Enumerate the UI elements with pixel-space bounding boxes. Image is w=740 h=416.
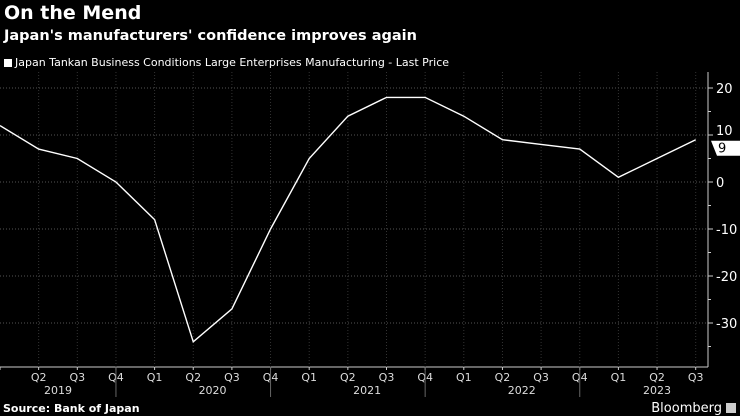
x-tick-label: Q1 (611, 371, 627, 384)
bloomberg-icon (726, 403, 736, 413)
x-tick-label: Q3 (533, 371, 549, 384)
x-tick-label: Q2 (185, 371, 201, 384)
y-tick-label: 10 (716, 124, 733, 139)
bloomberg-logo: Bloomberg (651, 401, 722, 416)
x-tick-label: Q3 (688, 371, 704, 384)
x-tick-label: Q2 (340, 371, 356, 384)
x-tick-label: Q1 (147, 371, 163, 384)
year-label: 2019 (44, 384, 72, 397)
source-note: Source: Bank of Japan (3, 402, 140, 415)
last-value-label: 9 (718, 142, 726, 157)
x-tick-label: Q1 (456, 371, 472, 384)
x-tick-label: Q3 (224, 371, 240, 384)
x-tick-label: Q1 (301, 371, 317, 384)
y-tick-label: -20 (716, 270, 737, 285)
year-label: 2021 (353, 384, 381, 397)
x-tick-label: Q2 (495, 371, 511, 384)
legend-swatch (4, 58, 12, 67)
y-tick-label: 0 (716, 176, 724, 191)
chart-subtitle: Japan's manufacturers' confidence improv… (4, 28, 417, 44)
y-tick-label: -30 (716, 317, 737, 332)
x-tick-label: Q3 (379, 371, 395, 384)
legend-label: Japan Tankan Business Conditions Large E… (15, 56, 450, 69)
legend: Japan Tankan Business Conditions Large E… (4, 56, 449, 69)
x-tick-label: Q3 (69, 371, 85, 384)
x-tick-label: Q2 (649, 371, 665, 384)
chart-title: On the Mend (4, 2, 142, 24)
year-label: 2020 (199, 384, 227, 397)
y-tick-label: 20 (716, 82, 733, 97)
x-tick-label: Q2 (31, 371, 47, 384)
last-value-tag (711, 140, 740, 156)
y-tick-label: -10 (716, 223, 737, 238)
year-label: 2023 (643, 384, 671, 397)
year-label: 2022 (508, 384, 536, 397)
